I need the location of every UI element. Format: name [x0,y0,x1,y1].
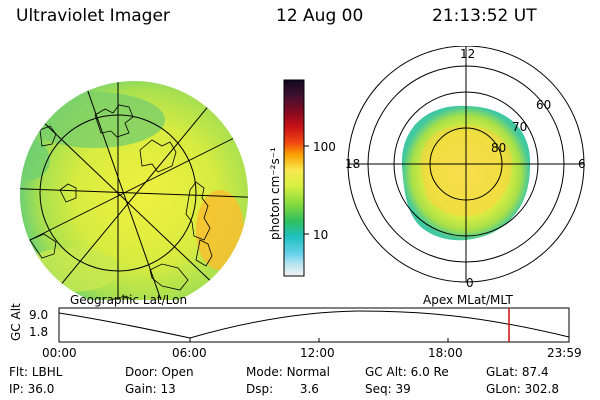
colorbar-unit-label: photon cm⁻²s⁻¹ [268,147,282,240]
mlt-6-label: 6 [578,157,586,171]
geographic-caption: Geographic Lat/Lon [70,293,188,307]
date-label: 12 Aug 00 [276,6,364,26]
info-dsp: Dsp: 3.6 [246,382,319,396]
info-glat: GLat: 87.4 [486,365,549,379]
instrument-title: Ultraviolet Imager [16,6,170,26]
info-filter: Flt: LBHL [9,365,63,379]
time-tick-1200: 12:00 [300,346,335,360]
colorbar [283,79,309,277]
info-seq: Seq: 39 [365,382,411,396]
time-tick-1800: 18:00 [428,346,463,360]
info-gc-alt: GC Alt: 6.0 Re [365,365,449,379]
mlat-70-label: 70 [512,120,528,134]
mlat-80-label: 80 [491,141,507,155]
apex-caption: Apex MLat/MLT [423,293,513,307]
mlt-12-label: 12 [460,47,476,61]
altitude-ylabel: GC Alt [9,303,23,341]
info-door: Door: Open [125,365,194,379]
info-mode: Mode: Normal [246,365,330,379]
colorbar-tick-10: 10 [313,228,329,242]
altitude-curve [58,310,570,339]
time-tick-0000: 00:00 [42,346,77,360]
altitude-ytick-1: 1.8 [29,325,49,339]
info-ip: IP: 36.0 [9,382,55,396]
geographic-auroral-image [20,81,248,300]
magnetic-polar-plot [347,46,585,283]
mlt-0-label: 0 [466,276,474,290]
time-tick-0600: 06:00 [172,346,207,360]
altitude-plot [58,307,570,343]
info-gain: Gain: 13 [125,382,176,396]
mlat-60-label: 60 [536,98,552,112]
info-glon: GLon: 302.8 [486,382,559,396]
altitude-ytick-9: 9.0 [29,308,49,322]
time-tick-2359: 23:59 [547,346,582,360]
time-label: 21:13:52 UT [432,6,537,26]
colorbar-tick-100: 100 [313,140,336,154]
mlt-18-label: 18 [345,157,361,171]
